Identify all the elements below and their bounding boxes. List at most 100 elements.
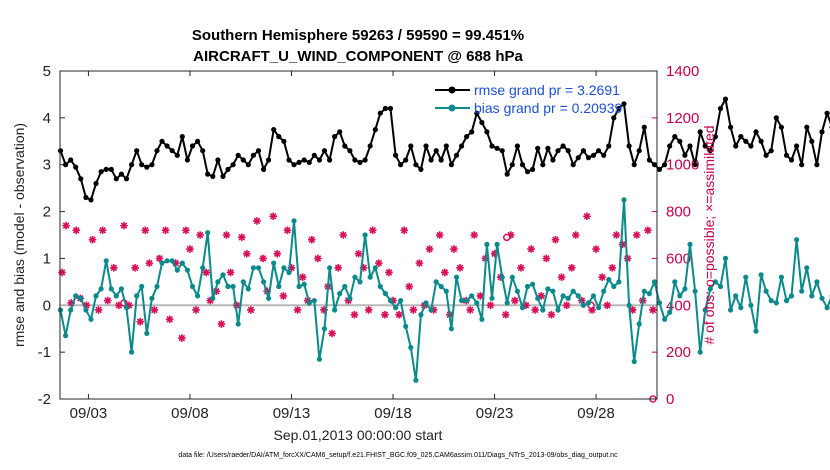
- legend-bias-marker: [448, 104, 456, 112]
- obs-assimilated-marker: [381, 310, 389, 319]
- obs-assimilated-marker: [364, 306, 373, 314]
- obs-assimilated-marker: [186, 245, 194, 253]
- rmse-point: [438, 157, 444, 163]
- bias-point: [540, 307, 546, 313]
- obs-assimilated-marker: [618, 240, 627, 249]
- bias-point: [794, 237, 800, 243]
- rmse-point: [139, 162, 145, 168]
- bias-point: [169, 258, 175, 264]
- bias-point: [524, 283, 531, 290]
- bias-point: [743, 274, 749, 280]
- bias-point: [88, 316, 94, 322]
- obs-assimilated-marker: [307, 235, 316, 244]
- bias-point: [108, 286, 114, 292]
- rmse-point: [606, 143, 612, 149]
- rmse-point: [174, 152, 180, 158]
- bias-point: [565, 295, 571, 301]
- bias-point: [443, 288, 449, 294]
- bias-point: [103, 258, 109, 264]
- bias-point: [413, 377, 419, 383]
- obs-assimilated-marker: [537, 292, 546, 300]
- bias-point: [514, 288, 521, 294]
- obs-assimilated-marker: [628, 306, 637, 314]
- rmse-point: [123, 176, 130, 182]
- rmse-point: [255, 148, 262, 154]
- y-tick-label-right: 0: [666, 391, 674, 408]
- rmse-point: [205, 171, 211, 177]
- bias-point: [636, 321, 642, 327]
- obs-assimilated-marker: [592, 245, 600, 253]
- bias-point: [464, 298, 470, 304]
- y-tick-label: 1: [43, 250, 51, 267]
- rmse-point: [783, 152, 790, 158]
- bias-point: [621, 197, 627, 203]
- bias-point: [712, 279, 719, 285]
- bias-point: [403, 323, 409, 329]
- bias-point: [352, 274, 358, 280]
- rmse-point: [134, 148, 140, 154]
- rmse-point: [63, 162, 69, 168]
- bias-point: [484, 241, 490, 247]
- obs-assimilated-marker: [94, 306, 103, 314]
- rmse-point: [159, 138, 165, 144]
- bias-point: [321, 326, 328, 332]
- bias-point: [596, 305, 602, 311]
- bias-point: [733, 293, 739, 299]
- bias-point: [631, 358, 637, 365]
- bias-point: [261, 279, 267, 285]
- bias-point: [195, 293, 201, 299]
- obs-assimilated-marker: [598, 273, 606, 281]
- rmse-point: [585, 155, 592, 161]
- rmse-point: [565, 148, 571, 154]
- rmse-point: [748, 143, 754, 149]
- rmse-point: [743, 138, 749, 144]
- rmse-point: [662, 162, 668, 168]
- rmse-point: [184, 157, 190, 163]
- rmse-point: [580, 148, 587, 154]
- obs-assimilated-marker: [328, 329, 336, 338]
- obs-assimilated-marker: [506, 231, 515, 239]
- bias-point: [702, 307, 708, 313]
- bias-point: [611, 283, 617, 290]
- y-tick-label-right: 1000: [666, 157, 699, 174]
- bias-point: [83, 307, 89, 313]
- obs-possible-marker: [502, 233, 511, 242]
- obs-assimilated-marker: [501, 310, 510, 319]
- rmse-point: [540, 162, 546, 168]
- rmse-point: [164, 143, 170, 149]
- rmse-point: [93, 180, 99, 187]
- bias-point: [758, 272, 764, 278]
- bias-point: [748, 302, 754, 308]
- rmse-point: [555, 148, 561, 154]
- bias-point: [63, 333, 69, 339]
- obs-assimilated-marker: [88, 235, 97, 244]
- rmse-point: [347, 148, 353, 154]
- rmse-point: [98, 169, 104, 175]
- obs-assimilated-marker: [603, 301, 612, 310]
- rmse-point: [78, 176, 84, 182]
- bias-point: [205, 230, 211, 236]
- plot-area: [60, 71, 657, 399]
- x-tick-label: 09/08: [171, 405, 209, 422]
- bias-point: [778, 274, 785, 280]
- rmse-point: [342, 143, 348, 149]
- bias-point: [240, 279, 246, 285]
- bias-point: [819, 295, 825, 301]
- rmse-point: [514, 143, 521, 149]
- rmse-point: [144, 164, 150, 170]
- bias-point: [662, 316, 668, 322]
- rmse-point: [702, 143, 708, 149]
- rmse-point: [692, 162, 698, 168]
- obs-assimilated-marker: [547, 310, 556, 319]
- rmse-point: [560, 143, 566, 149]
- obs-assimilated-marker: [217, 320, 226, 328]
- bias-point: [814, 279, 820, 285]
- obs-assimilated-marker: [145, 259, 154, 267]
- rmse-point: [408, 143, 414, 149]
- obs-assimilated-marker: [226, 268, 235, 277]
- bias-point: [489, 295, 495, 301]
- bias-point: [139, 283, 145, 290]
- rmse-point: [819, 129, 825, 135]
- obs-assimilated-marker: [273, 249, 282, 258]
